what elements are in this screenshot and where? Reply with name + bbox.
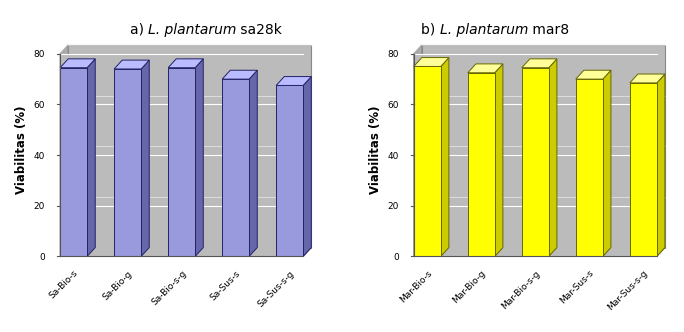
Polygon shape	[141, 60, 149, 256]
Polygon shape	[276, 85, 303, 256]
Polygon shape	[222, 70, 257, 79]
Polygon shape	[168, 68, 195, 256]
Text: sa28k: sa28k	[237, 23, 282, 37]
Polygon shape	[60, 45, 68, 256]
Text: L. plantarum: L. plantarum	[440, 23, 528, 37]
Polygon shape	[576, 70, 611, 79]
Y-axis label: Viabilitas (%): Viabilitas (%)	[15, 105, 28, 194]
Polygon shape	[522, 59, 557, 68]
Polygon shape	[549, 59, 557, 256]
Polygon shape	[60, 248, 311, 256]
Polygon shape	[60, 54, 303, 256]
Polygon shape	[468, 73, 495, 256]
Polygon shape	[657, 74, 665, 256]
Polygon shape	[114, 69, 141, 256]
Polygon shape	[168, 59, 203, 68]
Polygon shape	[60, 59, 95, 68]
Y-axis label: Viabilitas (%): Viabilitas (%)	[369, 105, 382, 194]
Polygon shape	[414, 66, 440, 256]
Polygon shape	[222, 79, 249, 256]
Text: b): b)	[421, 23, 440, 37]
Polygon shape	[414, 248, 665, 256]
Polygon shape	[414, 45, 422, 256]
Polygon shape	[603, 70, 611, 256]
Polygon shape	[276, 77, 311, 85]
Polygon shape	[195, 59, 203, 256]
Polygon shape	[440, 57, 449, 256]
Polygon shape	[414, 54, 657, 256]
Polygon shape	[576, 79, 603, 256]
Polygon shape	[60, 68, 87, 256]
Polygon shape	[495, 64, 503, 256]
Text: mar8: mar8	[528, 23, 569, 37]
Polygon shape	[303, 77, 311, 256]
Polygon shape	[114, 60, 149, 69]
Polygon shape	[630, 74, 665, 83]
Polygon shape	[630, 83, 657, 256]
Text: L. plantarum: L. plantarum	[148, 23, 237, 37]
Polygon shape	[87, 59, 95, 256]
Polygon shape	[422, 45, 665, 248]
Polygon shape	[414, 57, 449, 66]
Polygon shape	[468, 64, 503, 73]
Polygon shape	[249, 70, 257, 256]
Text: a): a)	[130, 23, 148, 37]
Polygon shape	[522, 68, 549, 256]
Polygon shape	[68, 45, 311, 248]
